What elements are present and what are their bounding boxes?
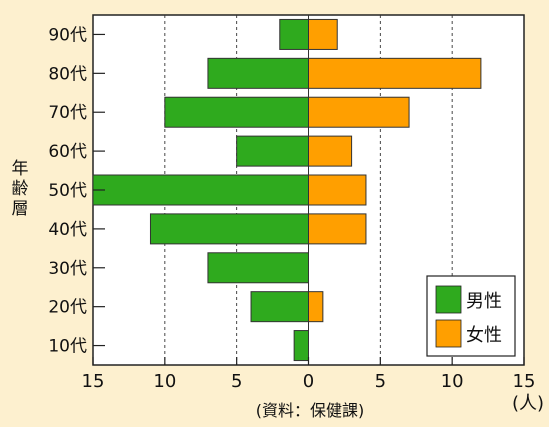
y-axis-label-char: 層: [12, 199, 29, 219]
bar-female-80代: [308, 57, 482, 89]
bars: [92, 18, 482, 362]
bar-male-50代: [92, 174, 309, 206]
y-tick-label: 10代: [48, 337, 87, 357]
bar-female-90代: [308, 18, 338, 50]
y-axis-label: 年 齢 層: [12, 159, 29, 219]
bar-male-90代: [279, 18, 309, 50]
bar-female-70代: [308, 96, 410, 128]
unit-label: (人): [512, 393, 544, 414]
x-tick-label: 10: [441, 371, 464, 392]
x-tick-label: 15: [513, 371, 536, 392]
x-tick-label: 5: [231, 371, 242, 392]
x-tick-label: 10: [153, 371, 176, 392]
y-tick-label: 50代: [48, 181, 87, 201]
y-tick-label: 80代: [48, 64, 87, 84]
y-tick-label: 30代: [48, 259, 87, 279]
bar-male-10代: [293, 330, 309, 362]
bar-male-60代: [236, 135, 310, 167]
x-tick-label: 5: [375, 371, 386, 392]
bar-male-80代: [207, 57, 309, 89]
bar-male-20代: [250, 291, 310, 323]
y-axis-label-char: 年: [12, 159, 29, 179]
y-tick-label: 90代: [48, 25, 87, 45]
source-note: (資料：保健課): [256, 401, 365, 420]
bar-male-30代: [207, 252, 309, 284]
y-tick-label: 70代: [48, 103, 87, 123]
bar-male-40代: [149, 213, 309, 245]
legend-label-male: 男性: [466, 291, 502, 312]
bar-female-20代: [308, 291, 324, 323]
bar-female-60代: [308, 135, 353, 167]
y-axis-label-char: 齢: [12, 179, 29, 199]
y-tick-label: 40代: [48, 220, 87, 240]
x-tick-label: 0: [303, 371, 314, 392]
bar-female-50代: [308, 174, 367, 206]
x-axis-ticks: 15 10 5 0 5 10 15: [82, 357, 536, 392]
legend: 男性 女性: [426, 275, 516, 357]
legend-swatch-female: [435, 319, 462, 348]
legend-swatch-male: [435, 285, 462, 314]
x-tick-label: 15: [82, 371, 105, 392]
y-tick-label: 60代: [48, 142, 87, 162]
y-tick-label: 20代: [48, 298, 87, 318]
bar-male-70代: [164, 96, 309, 128]
legend-label-female: 女性: [466, 325, 502, 346]
bar-female-40代: [308, 213, 367, 245]
y-axis-ticks: 10代 20代 30代 40代 50代 60代 70代 80代 90代: [48, 25, 105, 357]
